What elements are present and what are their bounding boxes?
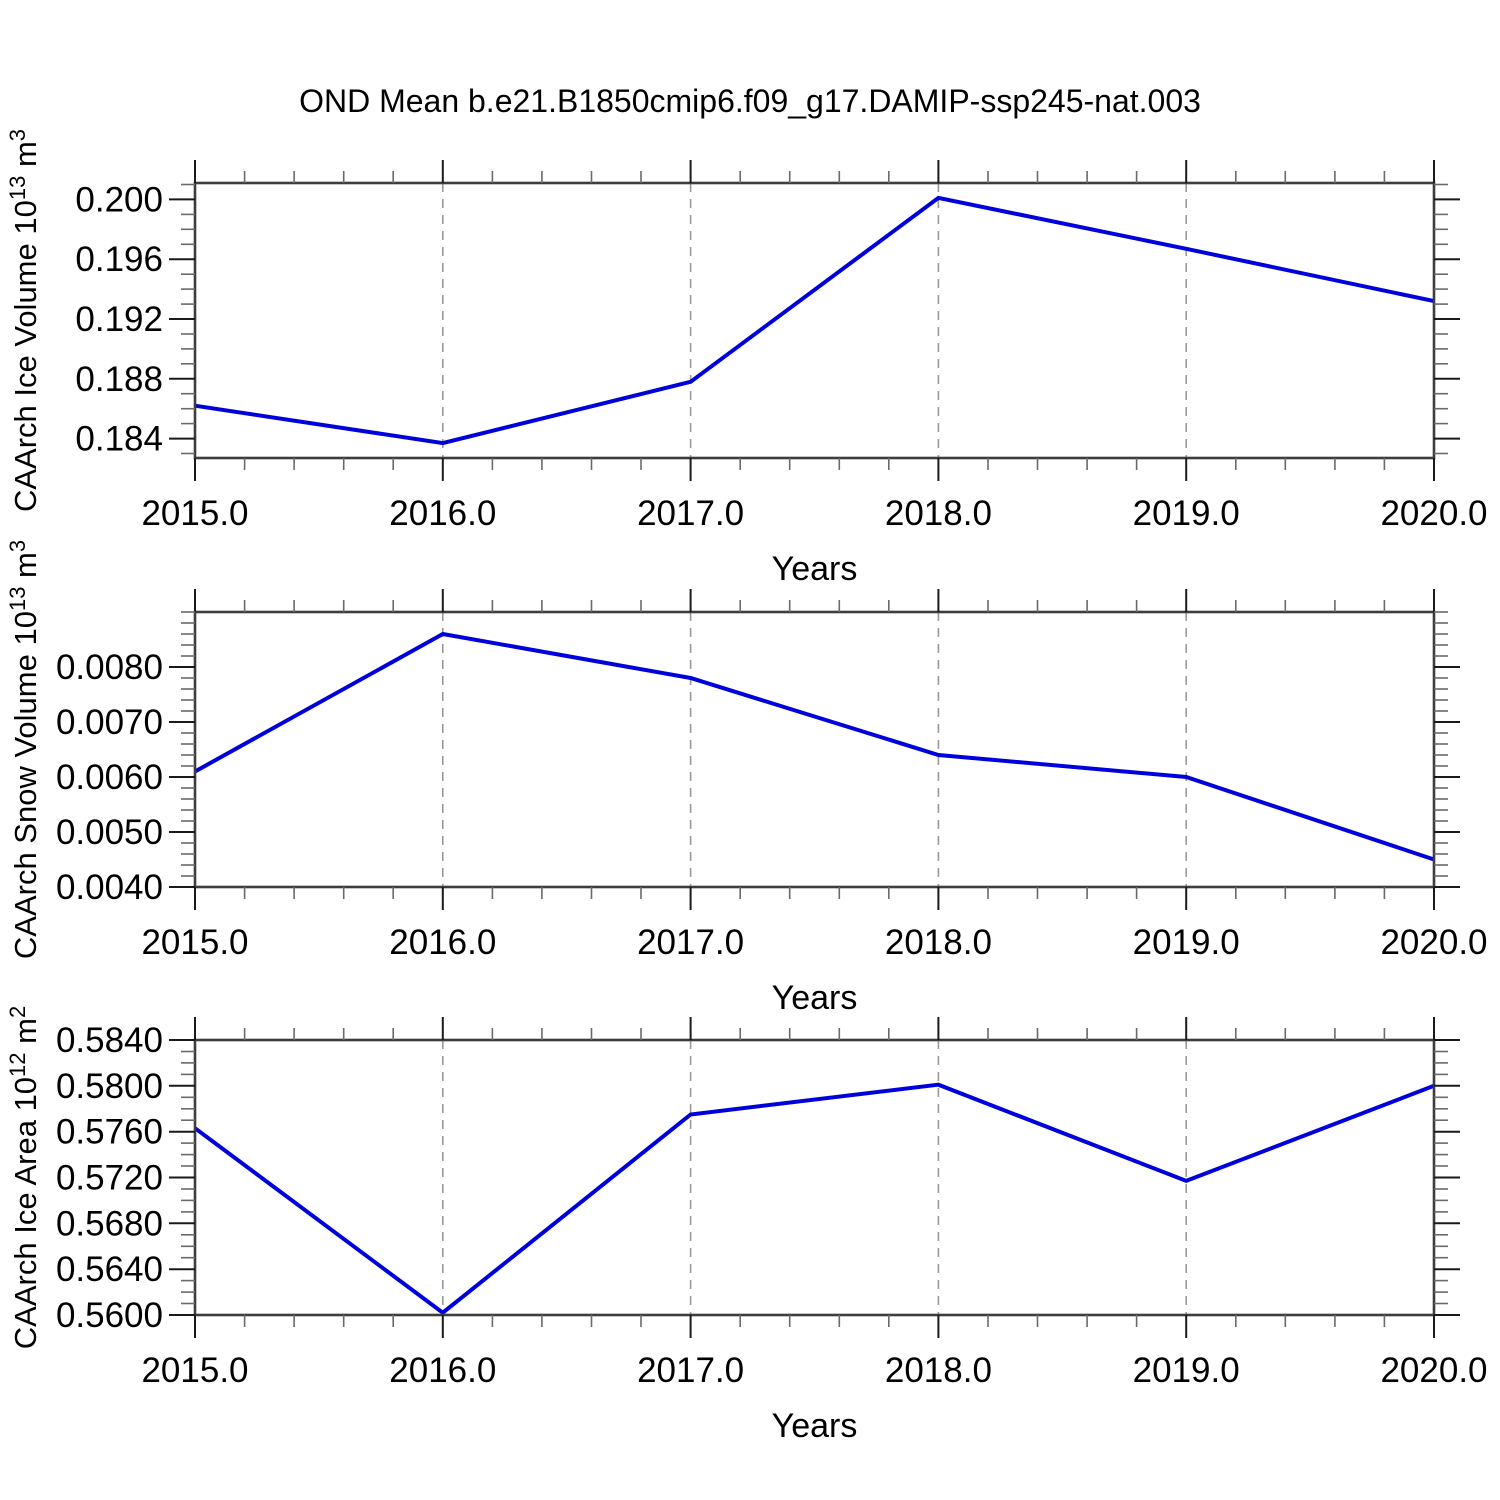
x-axis-title: Years bbox=[772, 550, 858, 588]
y-tick-label: 0.0070 bbox=[56, 703, 163, 742]
y-axis-title: CAArch Ice Area 1012 m2 bbox=[5, 1006, 43, 1349]
x-axis-title: Years bbox=[772, 979, 858, 1017]
y-tick-label: 0.196 bbox=[75, 240, 163, 279]
x-tick-label: 2018.0 bbox=[885, 923, 992, 962]
x-tick-label: 2016.0 bbox=[389, 1351, 496, 1390]
x-tick-label: 2020.0 bbox=[1380, 923, 1487, 962]
x-tick-label: 2015.0 bbox=[141, 1351, 248, 1390]
y-tick-label: 0.0050 bbox=[56, 813, 163, 852]
plot-title: OND Mean b.e21.B1850cmip6.f09_g17.DAMIP-… bbox=[299, 83, 1201, 119]
x-tick-label: 2017.0 bbox=[637, 494, 744, 533]
y-tick-label: 0.5600 bbox=[56, 1296, 163, 1335]
x-tick-label: 2015.0 bbox=[141, 923, 248, 962]
data-line bbox=[193, 1082, 1435, 1316]
plot-frame bbox=[193, 181, 1436, 460]
y-major-ticks: 0.5600 0.5640 0.5680 0.5720 0.5760 0.5800 0.58… bbox=[56, 1021, 1460, 1335]
x-gridlines bbox=[441, 1040, 1187, 1315]
plot-frame bbox=[193, 610, 1436, 889]
y-minor-ticks bbox=[181, 183, 1448, 455]
y-tick-label: 0.0060 bbox=[56, 758, 163, 797]
y-tick-label: 0.5720 bbox=[56, 1159, 163, 1198]
x-major-ticks bbox=[194, 1017, 1435, 1338]
y-major-ticks: 0.0040 0.0050 0.0060 0.0070 0.0080 bbox=[56, 648, 1460, 907]
y-tick-label: 0.5760 bbox=[56, 1113, 163, 1152]
y-minor-ticks bbox=[181, 611, 1448, 877]
x-tick-label: 2019.0 bbox=[1133, 494, 1240, 533]
x-tick-label: 2019.0 bbox=[1133, 923, 1240, 962]
x-tick-label: 2019.0 bbox=[1133, 1351, 1240, 1390]
y-tick-label: 0.188 bbox=[75, 360, 163, 399]
x-tick-label: 2020.0 bbox=[1380, 494, 1487, 533]
x-tick-label: 2020.0 bbox=[1380, 1351, 1487, 1390]
x-tick-labels: 2015.0 2016.0 2017.0 2018.0 2019.0 2020.0 bbox=[141, 1351, 1487, 1390]
x-tick-label: 2015.0 bbox=[141, 494, 248, 533]
x-major-ticks bbox=[194, 160, 1435, 481]
x-major-ticks bbox=[194, 589, 1435, 910]
x-tick-label: 2017.0 bbox=[637, 1351, 744, 1390]
x-minor-ticks bbox=[243, 600, 1386, 899]
x-tick-labels: 2015.0 2016.0 2017.0 2018.0 2019.0 2020.0 bbox=[141, 923, 1487, 962]
y-tick-label: 0.5640 bbox=[56, 1250, 163, 1289]
x-minor-ticks bbox=[243, 1028, 1386, 1327]
y-axis-title: CAArch Ice Volume 1013 m3 bbox=[5, 129, 43, 512]
x-tick-label: 2017.0 bbox=[637, 923, 744, 962]
y-tick-label: 0.5840 bbox=[56, 1021, 163, 1060]
y-major-ticks: 0.184 0.188 0.192 0.196 0.200 bbox=[75, 180, 1460, 459]
chart-panel-2: 0.0040 0.0050 0.0060 0.0070 0.0080 2015.0 2016… bbox=[5, 540, 1488, 1017]
plot-frame bbox=[193, 1038, 1436, 1317]
y-tick-label: 0.184 bbox=[75, 420, 163, 459]
x-tick-label: 2016.0 bbox=[389, 494, 496, 533]
y-tick-label: 0.200 bbox=[75, 180, 163, 219]
y-tick-label: 0.192 bbox=[75, 300, 163, 339]
data-line bbox=[194, 631, 1435, 862]
y-tick-label: 0.5680 bbox=[56, 1204, 163, 1243]
y-tick-label: 0.0080 bbox=[56, 648, 163, 687]
x-minor-ticks bbox=[243, 171, 1386, 470]
y-minor-ticks bbox=[181, 1050, 1448, 1305]
x-tick-label: 2018.0 bbox=[885, 1351, 992, 1390]
x-axis-title: Years bbox=[772, 1407, 858, 1445]
data-line bbox=[194, 195, 1435, 446]
x-tick-labels: 2015.0 2016.0 2017.0 2018.0 2019.0 2020.0 bbox=[141, 494, 1487, 533]
y-tick-label: 0.0040 bbox=[56, 868, 163, 907]
x-tick-label: 2016.0 bbox=[389, 923, 496, 962]
chart-panel-3: 0.5600 0.5640 0.5680 0.5720 0.5760 0.5800 0.58… bbox=[5, 1006, 1488, 1445]
x-gridlines bbox=[441, 183, 1187, 458]
y-tick-label: 0.5800 bbox=[56, 1067, 163, 1106]
x-gridlines bbox=[441, 612, 1187, 887]
x-tick-label: 2018.0 bbox=[885, 494, 992, 533]
y-axis-title: CAArch Snow Volume 1013 m3 bbox=[5, 540, 43, 959]
